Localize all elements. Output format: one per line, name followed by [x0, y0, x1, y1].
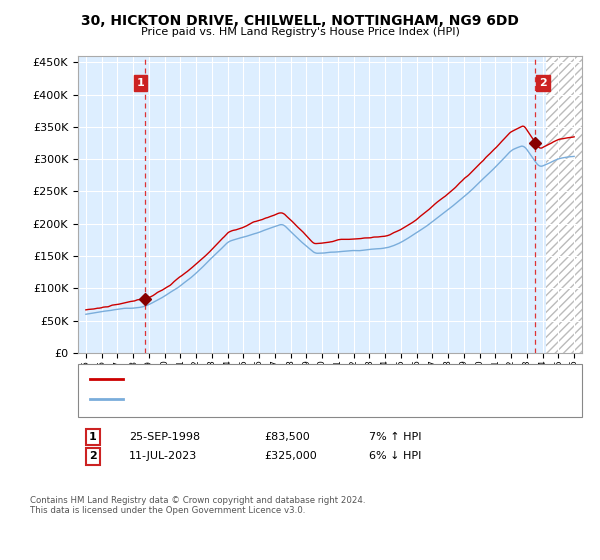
Text: 1: 1: [89, 432, 97, 442]
Text: Contains HM Land Registry data © Crown copyright and database right 2024.
This d: Contains HM Land Registry data © Crown c…: [30, 496, 365, 515]
Text: £325,000: £325,000: [264, 451, 317, 461]
Text: 25-SEP-1998: 25-SEP-1998: [129, 432, 200, 442]
Text: 6% ↓ HPI: 6% ↓ HPI: [369, 451, 421, 461]
Text: 2: 2: [539, 78, 547, 88]
Text: 30, HICKTON DRIVE, CHILWELL, NOTTINGHAM, NG9 6DD: 30, HICKTON DRIVE, CHILWELL, NOTTINGHAM,…: [81, 14, 519, 28]
Text: HPI: Average price, detached house, Broxtowe: HPI: Average price, detached house, Brox…: [129, 394, 355, 404]
Text: Price paid vs. HM Land Registry's House Price Index (HPI): Price paid vs. HM Land Registry's House …: [140, 27, 460, 37]
Text: £83,500: £83,500: [264, 432, 310, 442]
Text: 1: 1: [137, 78, 145, 88]
Text: 2: 2: [89, 451, 97, 461]
Text: 11-JUL-2023: 11-JUL-2023: [129, 451, 197, 461]
Text: 30, HICKTON DRIVE, CHILWELL, NOTTINGHAM, NG9 6DD (detached house): 30, HICKTON DRIVE, CHILWELL, NOTTINGHAM,…: [129, 374, 493, 384]
Text: 7% ↑ HPI: 7% ↑ HPI: [369, 432, 421, 442]
